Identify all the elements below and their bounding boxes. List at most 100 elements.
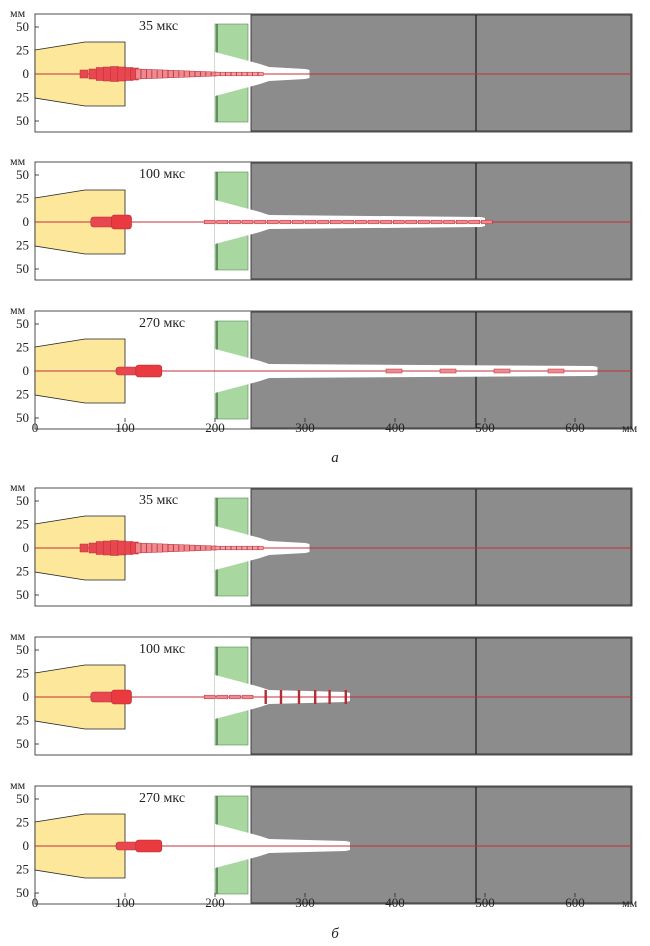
y-tick-label: 0 bbox=[23, 66, 30, 81]
y-tick-label: 25 bbox=[16, 815, 29, 830]
jet-segment bbox=[184, 70, 190, 78]
jet-segment bbox=[95, 541, 105, 555]
jet-segment bbox=[229, 219, 241, 225]
jet-segment bbox=[230, 71, 237, 77]
jet-segment bbox=[229, 694, 241, 700]
time-label: 100 мкс bbox=[139, 642, 185, 657]
x-tick-label: 600 bbox=[565, 895, 585, 910]
jet-segment bbox=[135, 68, 142, 80]
jet-segment bbox=[117, 66, 127, 82]
y-unit-label: мм bbox=[10, 629, 26, 643]
jet-segment bbox=[241, 219, 254, 225]
jet-segment bbox=[162, 69, 169, 79]
jet-segment bbox=[88, 68, 98, 80]
jet-fragment bbox=[314, 690, 317, 704]
jet-segment bbox=[173, 70, 179, 78]
jet-segment bbox=[443, 219, 455, 225]
time-label: 35 мкс bbox=[139, 19, 178, 34]
y-tick-label: 25 bbox=[16, 564, 29, 579]
jet-segment bbox=[214, 71, 221, 77]
y-tick-label: 50 bbox=[16, 261, 29, 276]
y-unit-label: мм bbox=[10, 154, 26, 168]
jet-fragment bbox=[297, 690, 301, 704]
x-tick-label: 0 bbox=[32, 420, 39, 435]
x-tick-label: 400 bbox=[385, 895, 405, 910]
x-tick-label: 300 bbox=[295, 420, 315, 435]
jet-segment bbox=[481, 219, 493, 225]
jet-fragment bbox=[328, 690, 331, 704]
y-tick-label: 25 bbox=[16, 43, 29, 58]
jet-segment bbox=[79, 543, 89, 553]
x-tick-label: 100 bbox=[115, 895, 135, 910]
jet-segment bbox=[157, 543, 163, 553]
y-tick-label: 50 bbox=[16, 19, 29, 34]
jet-segment bbox=[194, 71, 201, 77]
jet-fragment bbox=[493, 368, 511, 374]
jet-fragment bbox=[344, 690, 347, 704]
x-tick-label: 200 bbox=[205, 420, 225, 435]
jet-fragment bbox=[439, 368, 457, 374]
y-tick-label: 25 bbox=[16, 191, 29, 206]
jet-segment bbox=[167, 70, 174, 78]
jet-segment bbox=[110, 66, 119, 82]
jet-segment bbox=[367, 219, 380, 225]
y-tick-label: 50 bbox=[16, 885, 29, 900]
jet-segment bbox=[468, 219, 481, 225]
y-unit-label: мм bbox=[10, 480, 26, 494]
jet-segment bbox=[241, 545, 248, 551]
y-tick-label: 50 bbox=[16, 316, 29, 331]
jet-segment bbox=[257, 71, 264, 77]
jet-fragment bbox=[385, 368, 403, 374]
jet-segment bbox=[279, 219, 292, 225]
jet-segment bbox=[214, 545, 221, 551]
y-tick-label: 50 bbox=[16, 642, 29, 657]
jet-segment bbox=[342, 219, 355, 225]
jet-segment bbox=[304, 219, 317, 225]
y-tick-label: 25 bbox=[16, 666, 29, 681]
y-tick-label: 25 bbox=[16, 862, 29, 877]
x-tick-label: 200 bbox=[205, 895, 225, 910]
jet-segment bbox=[135, 542, 142, 554]
x-tick-label: 500 bbox=[475, 420, 495, 435]
jet-segment bbox=[205, 71, 212, 77]
y-unit-label: мм bbox=[10, 303, 26, 317]
jet-segment bbox=[220, 545, 226, 551]
jet-segment bbox=[200, 545, 206, 551]
jet-segment bbox=[380, 219, 392, 225]
y-tick-label: 25 bbox=[16, 517, 29, 532]
x-tick-label: 600 bbox=[565, 420, 585, 435]
jet-segment bbox=[184, 544, 190, 552]
x-tick-label: 500 bbox=[475, 895, 495, 910]
y-unit-label: мм bbox=[10, 6, 26, 20]
x-unit-label: мм bbox=[622, 896, 638, 910]
jet-segment bbox=[146, 69, 152, 79]
jet-segment bbox=[405, 219, 418, 225]
jet-segment bbox=[151, 543, 158, 553]
jet-head bbox=[111, 214, 132, 230]
jet-segment bbox=[95, 67, 105, 81]
jet-segment bbox=[317, 219, 329, 225]
jet-segment bbox=[203, 694, 216, 700]
jet-segment bbox=[205, 545, 212, 551]
x-tick-label: 0 bbox=[32, 895, 39, 910]
x-axis: 0 100 200 300 400 500 600 мм bbox=[32, 893, 638, 910]
jet-segment bbox=[110, 540, 119, 556]
y-tick-label: 50 bbox=[16, 410, 29, 425]
jet-segment bbox=[225, 545, 232, 551]
group-label: б bbox=[331, 926, 339, 942]
jet-segment bbox=[329, 219, 342, 225]
time-label: 35 мкс bbox=[139, 493, 178, 508]
y-tick-label: 50 bbox=[16, 587, 29, 602]
jet-segment bbox=[189, 70, 196, 78]
jet-segment bbox=[225, 71, 232, 77]
jet-fragment bbox=[264, 690, 267, 704]
jet-segment bbox=[252, 545, 259, 551]
jet-segment bbox=[88, 542, 98, 554]
jet-segment bbox=[392, 219, 405, 225]
jet-segment bbox=[194, 545, 201, 551]
